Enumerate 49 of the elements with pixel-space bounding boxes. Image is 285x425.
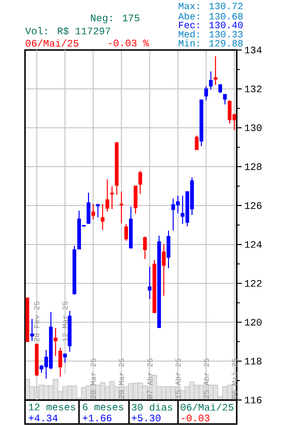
text: 6 meses bbox=[82, 404, 124, 410]
candlestick bbox=[148, 266, 152, 300]
candlestick bbox=[54, 327, 58, 357]
text: -0.03 % bbox=[108, 40, 150, 46]
candlestick bbox=[100, 203, 104, 231]
candlestick bbox=[91, 203, 96, 220]
text: 12 meses bbox=[28, 404, 76, 410]
candlestick bbox=[143, 236, 147, 260]
y-tick-label: 120 bbox=[244, 318, 262, 326]
candlestick bbox=[223, 94, 227, 105]
candlestick bbox=[208, 70, 213, 90]
y-tick-label: 126 bbox=[244, 202, 262, 209]
text: Neg: 175 bbox=[90, 14, 140, 24]
candlestick bbox=[134, 185, 138, 214]
y-tick-label: 130 bbox=[244, 124, 262, 132]
text: Fec: 130.40 bbox=[179, 22, 243, 28]
candlestick bbox=[194, 135, 199, 150]
text: 06/Mai/25 bbox=[180, 403, 234, 411]
text: Min: 129.88 bbox=[178, 39, 243, 47]
candlestick bbox=[58, 347, 62, 378]
text: Abe: 130.68 bbox=[178, 12, 243, 20]
y-tick-label: 128 bbox=[244, 163, 262, 170]
candlestick bbox=[110, 186, 114, 210]
text: +1.66 bbox=[82, 414, 112, 422]
text: 06/Mai/25 bbox=[26, 39, 78, 47]
y-tick-label: 118 bbox=[244, 358, 262, 364]
candlestick bbox=[214, 56, 218, 86]
text: +5.30 bbox=[132, 414, 160, 422]
text: Max: 130.72 bbox=[178, 2, 243, 10]
candlestick bbox=[204, 86, 208, 101]
y-tick-label: 124 bbox=[244, 241, 262, 248]
candlestick bbox=[96, 203, 100, 218]
candlestick bbox=[138, 170, 142, 194]
text: Med: 130.33 bbox=[178, 30, 243, 38]
text: -0.03 bbox=[182, 414, 210, 422]
y-tick-label: 134 bbox=[244, 46, 262, 54]
y-tick-label: 122 bbox=[244, 280, 262, 287]
text: 30 dias bbox=[132, 403, 172, 411]
text: Vol: R$ 117297 bbox=[25, 27, 110, 35]
candlestick bbox=[120, 191, 124, 224]
candlestick bbox=[86, 192, 90, 225]
candlestick bbox=[162, 244, 166, 296]
y-tick-label: 132 bbox=[244, 85, 262, 92]
candlestick bbox=[124, 224, 128, 242]
candlestick bbox=[166, 230, 170, 269]
y-tick-label: 116 bbox=[244, 396, 262, 404]
text: +4.34 bbox=[28, 414, 58, 422]
candlestick bbox=[105, 178, 110, 212]
candlestick bbox=[30, 318, 34, 342]
